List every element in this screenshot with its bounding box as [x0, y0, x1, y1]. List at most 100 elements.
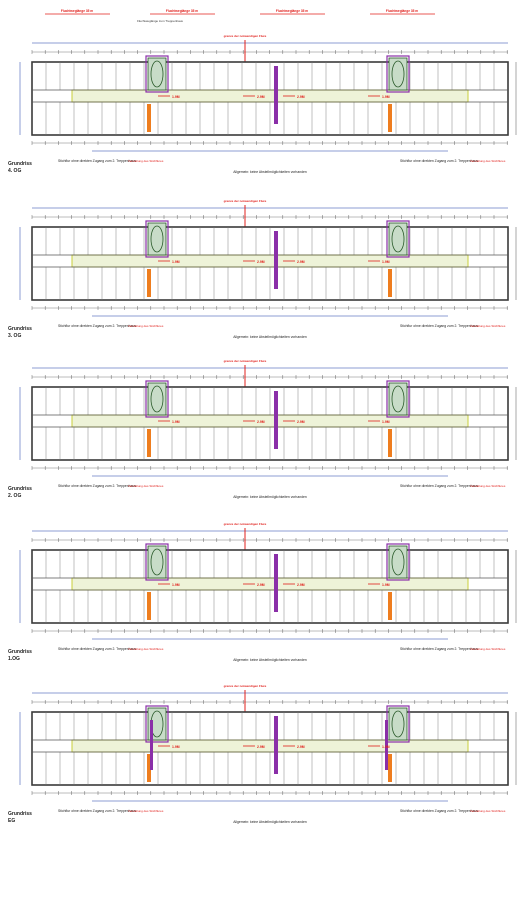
floor-label-plan: Grundriss — [8, 326, 32, 332]
spiral-stair — [150, 548, 164, 576]
note-left: Stichflur ohne direkten Zugang zum 2. Tr… — [58, 809, 136, 813]
fire-wall — [274, 391, 278, 449]
distance-label: 2.9M — [297, 260, 305, 264]
red-note-right: Verstellung des Stichflures — [470, 324, 506, 328]
distance-label: 1.9M — [382, 95, 390, 99]
distance-label: 1.9M — [172, 420, 180, 424]
stairwell-2 — [386, 543, 410, 620]
distance-label: 2.9M — [297, 420, 305, 424]
floor-footer: Allgemein: keine Abstellmöglichkeiten vo… — [233, 658, 307, 662]
note-right: Stichflur ohne direkten Zugang zum 2. Tr… — [400, 324, 478, 328]
dimension-chain-bottom — [31, 141, 508, 152]
orange-zone — [147, 269, 151, 297]
fire-compartment-outline — [145, 55, 169, 93]
note-right: Stichflur ohne direkten Zugang zum 2. Tr… — [400, 647, 478, 651]
note-left: Stichflur ohne direkten Zugang zum 2. Tr… — [58, 159, 136, 163]
spiral-stair — [150, 60, 164, 88]
stairwell-2 — [386, 220, 410, 297]
room-grid — [32, 62, 508, 135]
floor-footer: Allgemein: keine Abstellmöglichkeiten vo… — [233, 335, 307, 339]
distance-label: 2.9M — [257, 583, 265, 587]
note-left: Stichflur ohne direkten Zugang zum 2. Tr… — [58, 484, 136, 488]
orange-zone — [388, 269, 392, 297]
floor-plan-3: grenze der notwendigen Flure 1.9M 2.9M 2.9M… — [8, 359, 517, 499]
distance-label: 1.9M — [172, 583, 180, 587]
fire-compartment-outline — [386, 220, 410, 258]
distance-label: 1.9M — [172, 260, 180, 264]
note-right: Stichflur ohne direkten Zugang zum 2. Tr… — [400, 484, 478, 488]
dimension-chain-bottom — [31, 466, 508, 477]
distance-label: 1.9M — [382, 583, 390, 587]
distance-label: 2.9M — [257, 745, 265, 749]
stairwell-2 — [386, 55, 410, 132]
stairwell-1 — [145, 220, 169, 297]
red-top-note: grenze der notwendigen Flure — [224, 34, 267, 38]
red-top-note: grenze der notwendigen Flure — [224, 359, 267, 363]
orange-zone — [147, 104, 151, 132]
stairwell-1 — [145, 543, 169, 620]
floor-plan-4: grenze der notwendigen Flure 1.9M 2.9M 2.9M… — [8, 522, 517, 662]
sheet-header: Fluchtweglänge 35 m Fluchtweglänge 35 m Fl… — [45, 9, 435, 23]
spiral-stair — [391, 385, 405, 413]
distance-label: 2.9M — [257, 95, 265, 99]
fire-compartment-outline — [386, 380, 410, 418]
fire-wall — [274, 554, 278, 612]
stairwell-1 — [145, 55, 169, 132]
floor-footer: Allgemein: keine Abstellmöglichkeiten vo… — [233, 820, 307, 824]
distance-label: 1.9M — [382, 260, 390, 264]
dimension-chain-top — [31, 42, 508, 54]
spiral-stair — [391, 225, 405, 253]
header-note: Fluchtweglänge zum Treppenhaus — [137, 19, 183, 23]
orange-zone — [388, 104, 392, 132]
red-note-right: Verstellung des Stichflures — [470, 647, 506, 651]
note-right: Stichflur ohne direkten Zugang zum 2. Tr… — [400, 809, 478, 813]
red-top-note: grenze der notwendigen Flure — [224, 522, 267, 526]
orange-zone — [388, 592, 392, 620]
note-right: Stichflur ohne direkten Zugang zum 2. Tr… — [400, 159, 478, 163]
orange-zone — [147, 592, 151, 620]
spiral-stair — [391, 60, 405, 88]
dimension-chain-bottom — [31, 629, 508, 640]
header-label: Fluchtweglänge 35 m — [276, 9, 308, 13]
red-top-note: grenze der notwendigen Flure — [224, 684, 267, 688]
floor-footer: Allgemein: keine Abstellmöglichkeiten vo… — [233, 495, 307, 499]
fire-wall — [274, 231, 278, 289]
stairwell-2 — [386, 380, 410, 457]
fire-compartment-outline — [386, 543, 410, 581]
room-grid — [32, 387, 508, 460]
fire-wall — [150, 720, 153, 770]
header-label: Fluchtweglänge 35 m — [61, 9, 93, 13]
distance-label: 2.9M — [257, 260, 265, 264]
fire-compartment-outline — [145, 380, 169, 418]
dimension-chain-top — [31, 207, 508, 219]
floor-label-plan: Grundriss — [8, 161, 32, 167]
floor-label-plan: Grundriss — [8, 811, 32, 817]
floor-plan-5: grenze der notwendigen Flure 1.9M 2.9M 2.9M… — [8, 684, 517, 824]
fire-wall — [274, 716, 278, 774]
room-grid — [32, 550, 508, 623]
room-grid — [32, 712, 508, 785]
header-label: Fluchtweglänge 35 m — [166, 9, 198, 13]
floor-plan-1: grenze der notwendigen Flure 1.9M 2.9M 2.9M… — [8, 34, 517, 174]
fire-compartment-outline — [145, 543, 169, 581]
note-left: Stichflur ohne direkten Zugang zum 2. Tr… — [58, 647, 136, 651]
red-note-left: Verstellung des Stichflures — [128, 324, 164, 328]
red-note-left: Verstellung des Stichflures — [128, 809, 164, 813]
fire-wall — [274, 66, 278, 124]
orange-zone — [147, 754, 151, 782]
red-note-left: Verstellung des Stichflures — [128, 159, 164, 163]
floor-label-level: 1.OG — [8, 656, 20, 662]
room-grid — [32, 227, 508, 300]
distance-label: 1.9M — [382, 420, 390, 424]
dimension-chain-bottom — [31, 791, 508, 802]
floor-label-level: 2. OG — [8, 493, 21, 499]
floor-footer: Allgemein: keine Abstellmöglichkeiten vo… — [233, 170, 307, 174]
fire-compartment-outline — [145, 705, 169, 743]
header-label: Fluchtweglänge 35 m — [386, 9, 418, 13]
floor-label-level: 4. OG — [8, 168, 21, 174]
red-note-right: Verstellung des Stichflures — [470, 484, 506, 488]
red-note-right: Verstellung des Stichflures — [470, 159, 506, 163]
distance-label: 2.9M — [297, 745, 305, 749]
red-note-left: Verstellung des Stichflures — [128, 647, 164, 651]
